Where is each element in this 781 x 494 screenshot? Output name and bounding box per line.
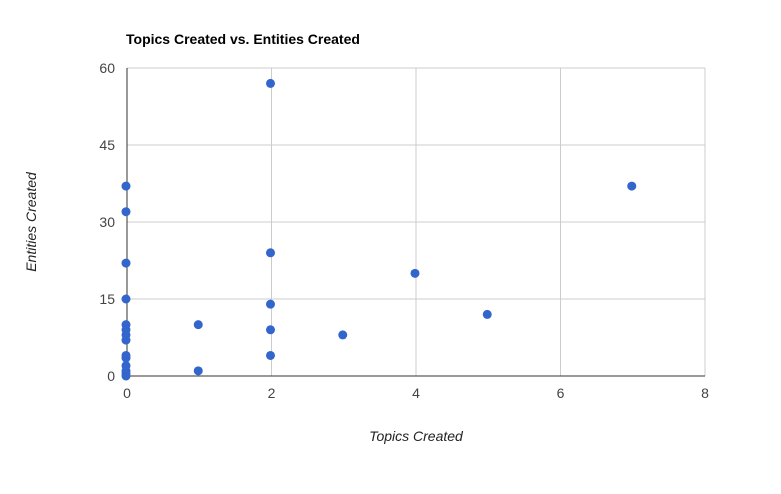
data-point [627,181,637,191]
data-point [266,248,275,258]
data-point [121,294,131,304]
data-point [266,299,275,309]
data-point [193,320,203,330]
y-tick-label: 30 [99,214,115,230]
y-tick-label: 60 [99,60,115,76]
data-point [121,181,131,191]
gridlines [127,67,706,376]
x-tick-label: 6 [557,385,565,401]
data-point [121,353,131,363]
x-axis-title: Topics Created [369,428,464,444]
y-axis-title: Entities Created [23,171,39,272]
y-tick-label: 0 [107,368,115,384]
chart-title: Topics Created vs. Entities Created [126,31,360,47]
y-tick-label: 45 [99,137,115,153]
tick-labels: 0 15 30 45 60 0 2 4 6 8 [99,60,709,401]
y-tick-label: 15 [99,291,115,307]
data-point [266,78,275,88]
data-point [482,309,492,319]
data-point [410,268,420,278]
data-point [266,350,275,360]
data-point [121,335,131,345]
data-points [121,78,637,381]
data-point [193,366,203,376]
x-tick-label: 4 [412,385,420,401]
data-point [121,207,131,217]
x-tick-label: 0 [123,385,131,401]
data-point [121,258,131,268]
data-point [338,330,348,340]
x-tick-label: 2 [268,385,276,401]
x-tick-label: 8 [701,385,709,401]
data-point [266,325,275,335]
data-point [121,371,131,381]
